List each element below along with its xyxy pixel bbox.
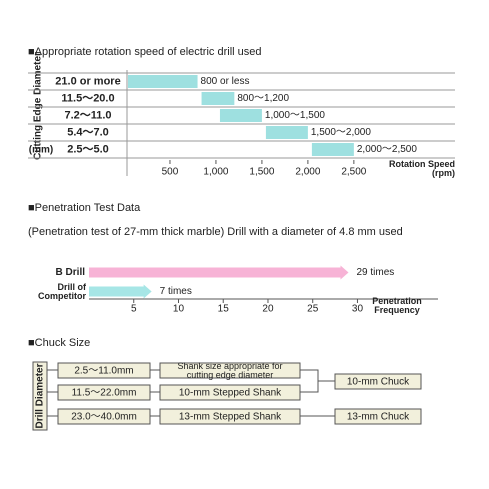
y-tick-label: B Drill (56, 267, 86, 278)
x-tick-label: 1,000 (203, 167, 228, 178)
node-label: 2.5～11.0mm (74, 366, 133, 377)
axis-unit: (mm) (29, 145, 53, 156)
x-tick-label: 1,500 (249, 167, 274, 178)
node-box (57, 384, 151, 401)
x-tick-label: 2,500 (341, 167, 366, 178)
node-box (334, 408, 422, 425)
node-label: 10-mm Stepped Shank (179, 388, 282, 399)
y-tick-label: 21.0 or more (55, 75, 120, 87)
connectors (47, 369, 335, 417)
label-wrap: Rotation Speed (rpm) (388, 160, 455, 178)
node-box (57, 408, 151, 425)
axis-label: Drill of Competitor (38, 282, 86, 301)
bar (128, 75, 198, 88)
side-box (32, 361, 48, 431)
label-wrap: Drill of Competitor (38, 282, 86, 301)
value-label: 7 times (160, 286, 192, 297)
value-label: 1,000～1,500 (265, 110, 325, 121)
node-label: 13-mm Stepped Shank (179, 412, 282, 423)
diagram-title: ■Chuck Size (28, 337, 90, 349)
chuck-diagram: ■Chuck Size Drill Diameter 2.5～11.0mm 11… (28, 337, 422, 431)
bar (311, 143, 354, 156)
node-box (159, 362, 301, 379)
bar (201, 92, 235, 105)
x-tick-label: 20 (262, 304, 274, 315)
bar (265, 126, 308, 139)
label-wrap: Penetration Frequency (372, 297, 422, 315)
y-tick-label: 2.5～5.0 (67, 143, 109, 155)
bar (219, 109, 262, 122)
y-tick-label: 11.5～20.0 (61, 92, 114, 104)
x-tick-label: 30 (352, 304, 364, 315)
node-label: 10-mm Chuck (347, 377, 410, 388)
x-tick-label: 5 (131, 304, 137, 315)
chart-title: ■Penetration Test Data (28, 202, 141, 214)
x-tick-label: 15 (218, 304, 230, 315)
y-tick-label: 5.4～7.0 (67, 126, 109, 138)
x-tick-label: 25 (307, 304, 319, 315)
chart-title: ■Appropriate rotation speed of electric … (28, 46, 262, 58)
bar (89, 284, 152, 299)
value-label: 29 times (357, 267, 395, 278)
node-label: 11.5～22.0mm (72, 388, 137, 399)
axis-label: Cutting Edge Diameter (33, 52, 44, 160)
side-label: Drill Diameter (35, 363, 46, 428)
axis-label: Penetration Frequency (372, 297, 422, 315)
node-label: 23.0～40.0mm (71, 412, 137, 423)
node-box (57, 362, 151, 379)
chart-subtitle: (Penetration test of 27-mm thick marble)… (28, 226, 403, 238)
x-tick-label: 10 (173, 304, 185, 315)
value-label: 1,500～2,000 (311, 127, 371, 138)
node-label: 13-mm Chuck (347, 412, 410, 423)
x-tick-label: 500 (162, 167, 179, 178)
value-label: 2,000～2,500 (357, 144, 417, 155)
axis-label: Rotation Speed (rpm) (388, 160, 455, 178)
x-tick-label: 2,000 (295, 167, 320, 178)
value-label: 800～1,200 (237, 93, 289, 104)
node-box (159, 408, 301, 425)
node-box (334, 373, 422, 390)
node-label: Shank size appropriate for cutting edge … (177, 362, 283, 380)
node-label-wrap: Shank size appropriate for cutting edge … (177, 362, 283, 380)
y-tick-label: 7.2～11.0 (64, 109, 111, 121)
node-box (159, 384, 301, 401)
value-label: 800 or less (201, 76, 250, 87)
bar (89, 265, 349, 280)
